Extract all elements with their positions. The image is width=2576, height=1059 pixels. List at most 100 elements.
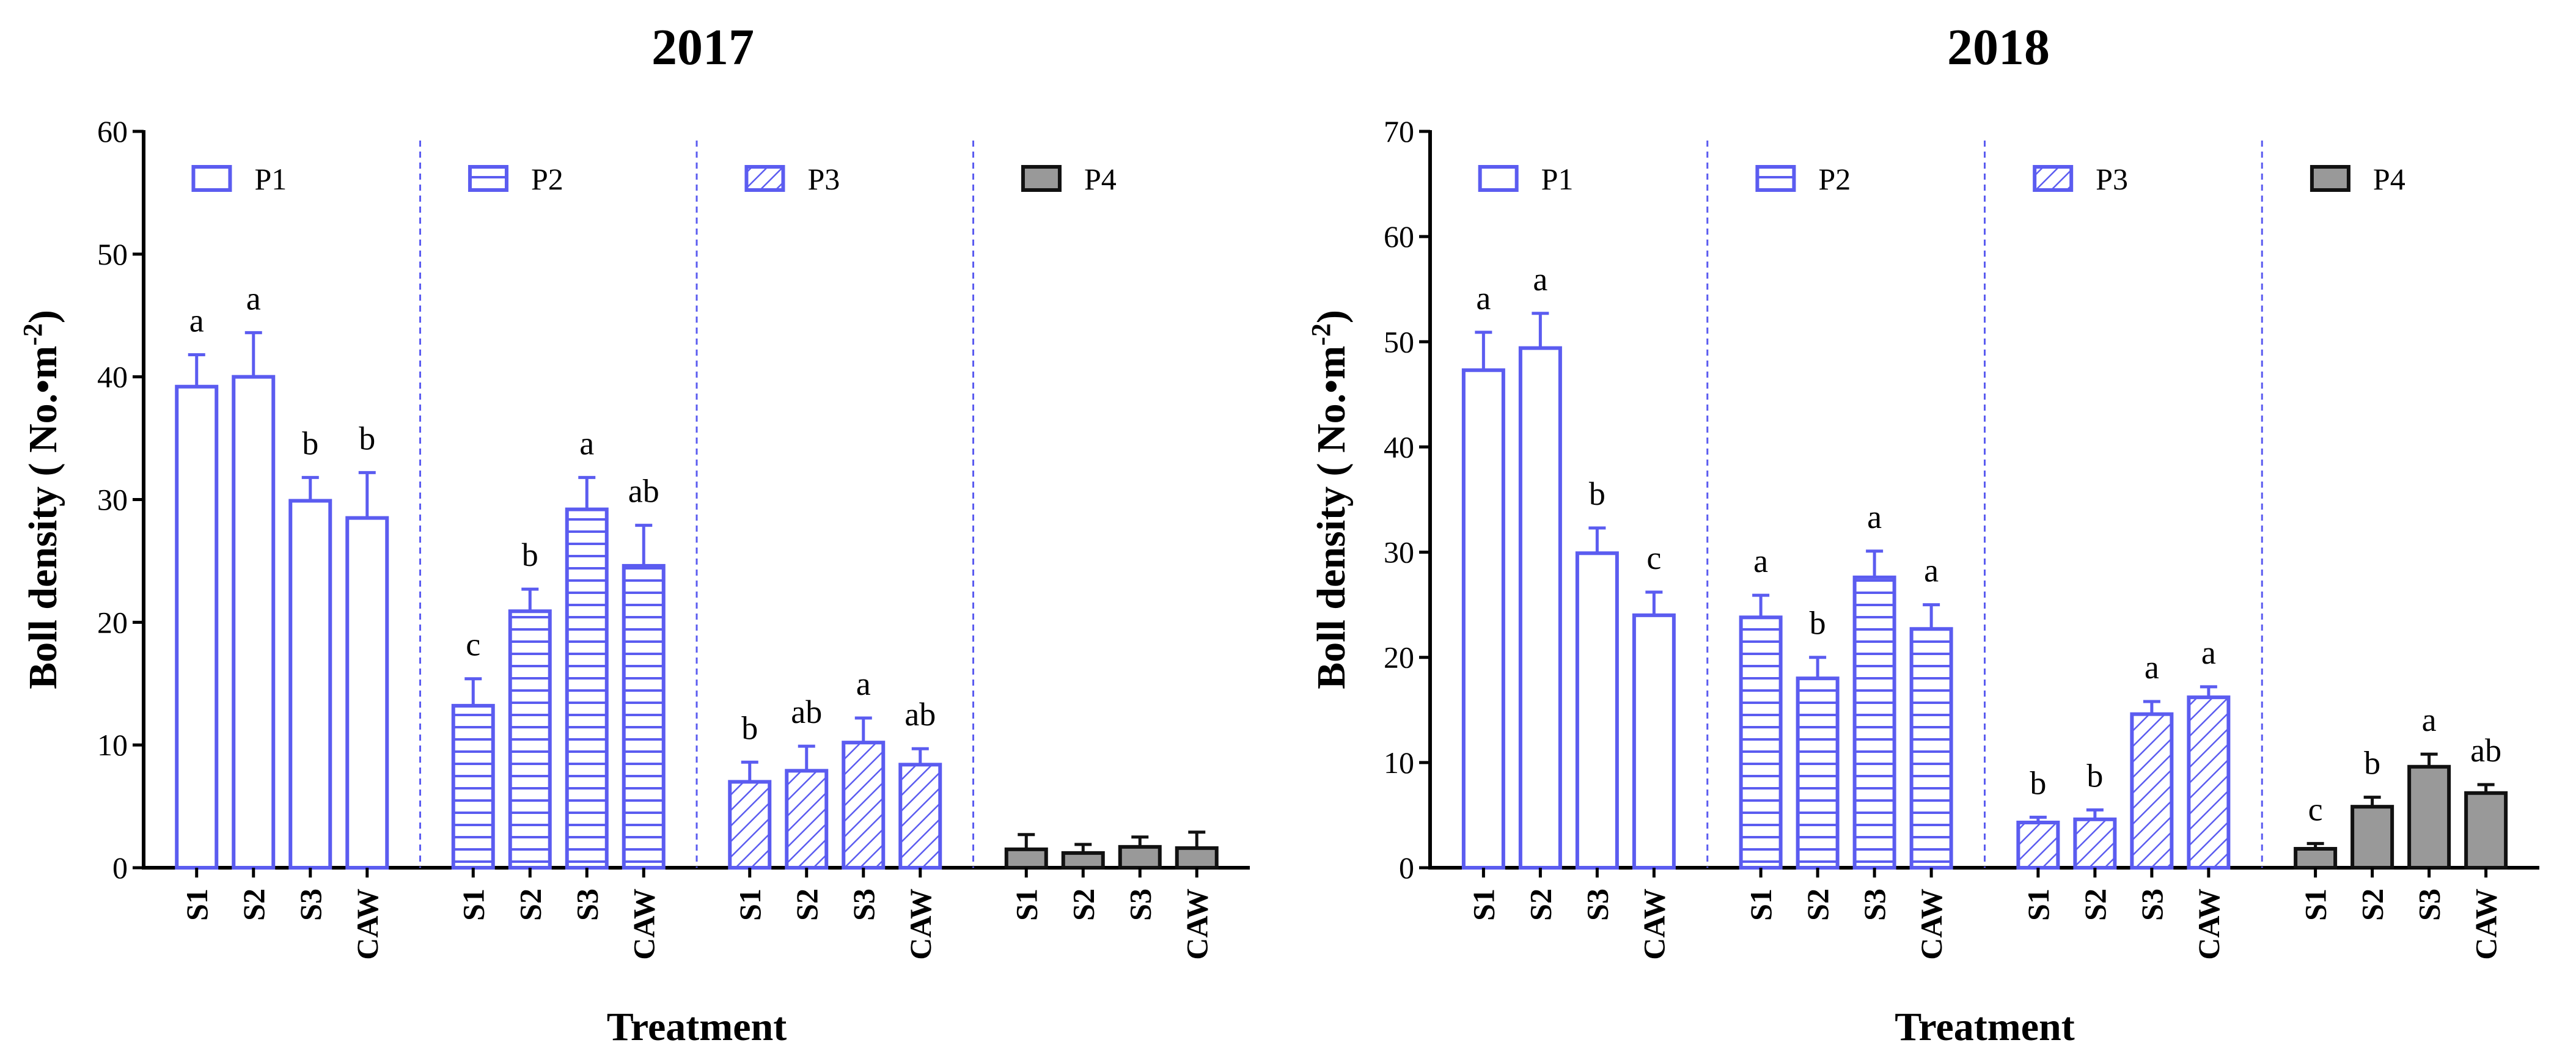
bar-p2-caw bbox=[1909, 627, 1953, 870]
bar-p1-caw bbox=[1632, 613, 1676, 870]
significance-letter: b bbox=[2030, 764, 2046, 801]
legend-swatch-p2 bbox=[1755, 165, 1796, 192]
x-category-label: S2 bbox=[1800, 889, 1835, 921]
significance-letter: a bbox=[2422, 702, 2437, 738]
bar-p4-s2 bbox=[2350, 805, 2394, 870]
legend-label-p3: P3 bbox=[807, 162, 840, 196]
y-tick-label: 50 bbox=[97, 237, 128, 271]
legend-swatch-p3 bbox=[744, 165, 785, 192]
x-category-label: CAW bbox=[2192, 889, 2226, 960]
bar-p3-caw bbox=[2187, 695, 2231, 870]
y-tick-label: 60 bbox=[97, 114, 128, 148]
x-category-label: S1 bbox=[456, 889, 490, 921]
legend-swatch-p2 bbox=[468, 165, 508, 192]
bar-p1-s3 bbox=[288, 499, 332, 870]
significance-letter: c bbox=[1646, 540, 1661, 576]
significance-letter: a bbox=[579, 425, 594, 461]
significance-letter: b bbox=[2086, 757, 2103, 794]
y-tick-label: 60 bbox=[1384, 219, 1414, 254]
x-category-label: S2 bbox=[1066, 889, 1100, 921]
bar-p4-s2 bbox=[1061, 851, 1105, 870]
significance-letter: a bbox=[1476, 280, 1491, 317]
legend-swatch-p1 bbox=[1478, 165, 1519, 192]
bar-p3-s1 bbox=[2016, 820, 2060, 870]
bar-p2-s1 bbox=[1739, 615, 1783, 870]
significance-letter: a bbox=[1753, 543, 1768, 579]
significance-letter: b bbox=[522, 537, 538, 573]
bar-p3-s2 bbox=[2073, 817, 2117, 870]
y-axis-label: Boll density ( No.•m-2) bbox=[18, 310, 65, 689]
bar-p2-caw bbox=[622, 563, 666, 870]
bar-p2-s3 bbox=[565, 507, 609, 870]
y-axis-label: Boll density ( No.•m-2) bbox=[1306, 310, 1354, 689]
x-category-label: CAW bbox=[626, 889, 661, 960]
bar-p3-s3 bbox=[2130, 712, 2174, 870]
x-category-label: S1 bbox=[1466, 889, 1500, 921]
x-category-label: S1 bbox=[2021, 889, 2055, 921]
y-tick-label: 70 bbox=[1384, 114, 1414, 148]
y-tick-label: 0 bbox=[1399, 851, 1414, 885]
x-axis-label: Treatment bbox=[1895, 1005, 2074, 1049]
legend-swatch-p3 bbox=[2033, 165, 2074, 192]
x-category-label: S1 bbox=[1009, 889, 1043, 921]
legend-label-p4: P4 bbox=[1084, 162, 1117, 196]
y-axis-label-text: Boll density ( No.•m bbox=[21, 346, 65, 689]
y-tick-label: 40 bbox=[1384, 430, 1414, 464]
legend-label-p2: P2 bbox=[1818, 162, 1851, 196]
x-category-label: S3 bbox=[2135, 889, 2169, 921]
bar-p1-s1 bbox=[175, 384, 219, 870]
bar-p3-caw bbox=[898, 763, 942, 870]
significance-letter: b bbox=[1810, 605, 1826, 642]
significance-letter: a bbox=[856, 665, 871, 702]
bar-p4-s1 bbox=[2294, 847, 2338, 870]
x-category-label: S3 bbox=[1123, 889, 1157, 921]
significance-letter: c bbox=[2308, 791, 2323, 827]
bar-p3-s2 bbox=[785, 769, 829, 870]
y-tick-label: 10 bbox=[1384, 746, 1414, 780]
significance-letter: a bbox=[2145, 649, 2159, 686]
bar-p1-s3 bbox=[1575, 551, 1619, 870]
x-category-label: S1 bbox=[180, 889, 214, 921]
chart-title: 2017 bbox=[651, 19, 754, 76]
x-category-label: S1 bbox=[1744, 889, 1778, 921]
y-tick-label: 50 bbox=[1384, 324, 1414, 359]
bar-p1-s2 bbox=[1518, 346, 1562, 870]
legend-label-p1: P1 bbox=[1541, 162, 1574, 196]
y-axis-label-text: Boll density ( No.•m bbox=[1309, 346, 1354, 689]
legend-label-p3: P3 bbox=[2096, 162, 2128, 196]
bar-p3-s3 bbox=[842, 741, 886, 870]
significance-letter: ab bbox=[905, 696, 936, 733]
bar-p2-s2 bbox=[508, 609, 552, 870]
legend-label-p2: P2 bbox=[531, 162, 563, 196]
legend-label-p4: P4 bbox=[2373, 162, 2405, 196]
x-category-label: S1 bbox=[733, 889, 767, 921]
y-axis-label-close: ) bbox=[1309, 310, 1354, 323]
significance-letter: b bbox=[1589, 475, 1605, 512]
x-category-label: S2 bbox=[237, 889, 271, 921]
x-category-label: S3 bbox=[846, 889, 881, 921]
y-tick-label: 0 bbox=[112, 851, 128, 885]
y-axis-label-superscript: -2 bbox=[18, 323, 48, 346]
bar-p2-s1 bbox=[451, 703, 495, 870]
bar-p1-s2 bbox=[232, 375, 276, 870]
significance-letter: ab bbox=[791, 694, 822, 730]
legend-swatch-p4 bbox=[1021, 165, 1062, 192]
x-category-label: S3 bbox=[293, 889, 328, 921]
bar-p2-s2 bbox=[1796, 676, 1840, 870]
bar-p1-caw bbox=[345, 516, 389, 870]
y-tick-label: 20 bbox=[97, 605, 128, 639]
x-category-label: CAW bbox=[1914, 889, 1948, 960]
x-category-label: S3 bbox=[570, 889, 604, 921]
x-category-label: S2 bbox=[1523, 889, 1557, 921]
y-axis-label-superscript: -2 bbox=[1306, 323, 1336, 346]
x-category-label: CAW bbox=[1180, 889, 1214, 960]
x-category-label: CAW bbox=[350, 889, 384, 960]
y-tick-label: 40 bbox=[97, 360, 128, 394]
x-category-label: S3 bbox=[1580, 889, 1614, 921]
bar-p4-s3 bbox=[2407, 764, 2451, 870]
significance-letter: b bbox=[2364, 745, 2380, 782]
bar-p4-caw bbox=[2464, 791, 2508, 870]
legend-swatch-p1 bbox=[191, 165, 232, 192]
y-tick-label: 30 bbox=[97, 483, 128, 517]
